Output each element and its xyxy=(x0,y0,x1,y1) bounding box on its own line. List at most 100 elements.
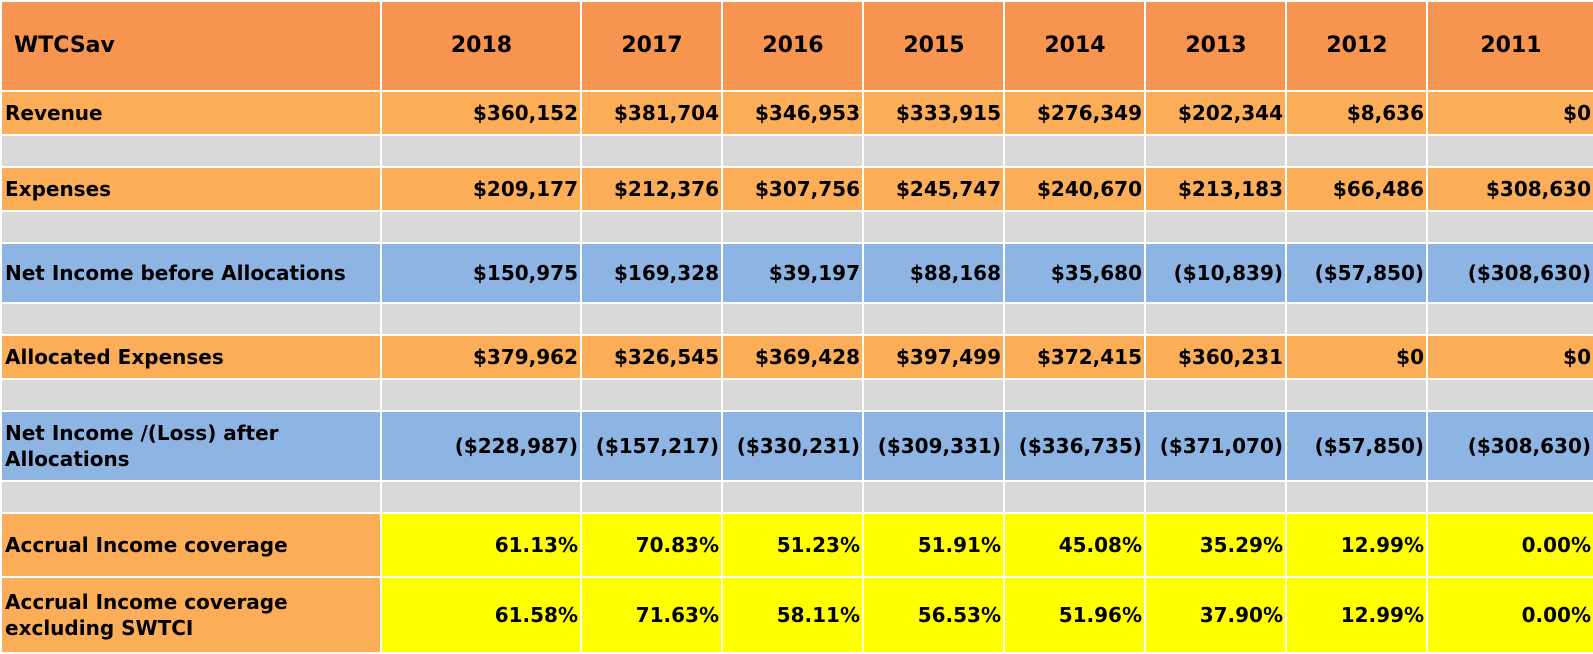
row-label: Accrual Income coverage xyxy=(0,512,382,578)
value-cell: $0 xyxy=(1285,334,1428,380)
spacer-cell xyxy=(1426,302,1593,336)
spacer-cell xyxy=(1285,378,1428,412)
value-cell: ($157,217) xyxy=(580,410,723,482)
spacer-cell xyxy=(0,210,382,244)
spacer-cell xyxy=(1003,134,1146,168)
value-cell: ($57,850) xyxy=(1285,410,1428,482)
row-label: Allocated Expenses xyxy=(0,334,382,380)
table-body: Revenue $360,152 $381,704 $346,953 $333,915 $… xyxy=(0,90,1593,654)
spacer-cell xyxy=(0,480,382,514)
header-row: WTCSav 2018 2017 2016 2015 2014 2013 201… xyxy=(0,0,1593,92)
value-cell: $372,415 xyxy=(1003,334,1146,380)
year-header: 2018 xyxy=(380,0,582,92)
spacer-cell xyxy=(0,134,382,168)
spacer-cell xyxy=(721,302,864,336)
value-cell: $308,630 xyxy=(1426,166,1593,212)
value-cell: $360,152 xyxy=(380,90,582,136)
value-cell: $0 xyxy=(1426,334,1593,380)
spacer-cell xyxy=(1144,302,1287,336)
value-cell: 12.99% xyxy=(1285,512,1428,578)
value-cell: $245,747 xyxy=(862,166,1005,212)
value-cell: $212,376 xyxy=(580,166,723,212)
spacer-cell xyxy=(1285,302,1428,336)
value-cell: $333,915 xyxy=(862,90,1005,136)
spacer-cell xyxy=(1003,210,1146,244)
value-cell: ($10,839) xyxy=(1144,242,1287,304)
value-cell: 71.63% xyxy=(580,576,723,654)
spacer-cell xyxy=(580,210,723,244)
value-cell: $169,328 xyxy=(580,242,723,304)
row-label: Revenue xyxy=(0,90,382,136)
spacer-cell xyxy=(721,134,864,168)
value-cell: 45.08% xyxy=(1003,512,1146,578)
year-header: 2014 xyxy=(1003,0,1146,92)
table-row: Expenses $209,177 $212,376 $307,756 $245,747… xyxy=(0,166,1593,212)
table-row: Allocated Expenses $379,962 $326,545 $369,4… xyxy=(0,334,1593,380)
value-cell: $202,344 xyxy=(1144,90,1287,136)
value-cell: 51.96% xyxy=(1003,576,1146,654)
year-header: 2016 xyxy=(721,0,864,92)
spacer-cell xyxy=(721,210,864,244)
value-cell: ($330,231) xyxy=(721,410,864,482)
value-cell: $360,231 xyxy=(1144,334,1287,380)
year-header: 2012 xyxy=(1285,0,1428,92)
value-cell: $66,486 xyxy=(1285,166,1428,212)
value-cell: 51.91% xyxy=(862,512,1005,578)
value-cell: $39,197 xyxy=(721,242,864,304)
spacer-cell xyxy=(1426,378,1593,412)
spacer-cell xyxy=(1144,134,1287,168)
spacer-cell xyxy=(380,210,582,244)
value-cell: $150,975 xyxy=(380,242,582,304)
value-cell: 70.83% xyxy=(580,512,723,578)
spacer-row xyxy=(0,302,1593,336)
value-cell: ($336,735) xyxy=(1003,410,1146,482)
value-cell: 0.00% xyxy=(1426,576,1593,654)
value-cell: ($371,070) xyxy=(1144,410,1287,482)
spacer-cell xyxy=(1426,480,1593,514)
year-header: 2013 xyxy=(1144,0,1287,92)
value-cell: $8,636 xyxy=(1285,90,1428,136)
spacer-cell xyxy=(862,210,1005,244)
spacer-row xyxy=(0,378,1593,412)
value-cell: $0 xyxy=(1426,90,1593,136)
spacer-cell xyxy=(862,302,1005,336)
table-row: Net Income /(Loss) after Allocations ($22… xyxy=(0,410,1593,482)
spacer-row xyxy=(0,480,1593,514)
spacer-cell xyxy=(1426,134,1593,168)
spacer-cell xyxy=(1003,480,1146,514)
spacer-cell xyxy=(580,480,723,514)
value-cell: $240,670 xyxy=(1003,166,1146,212)
spacer-cell xyxy=(580,134,723,168)
spacer-cell xyxy=(380,302,582,336)
value-cell: ($57,850) xyxy=(1285,242,1428,304)
spacer-cell xyxy=(1285,210,1428,244)
row-label: Accrual Income coverage excluding SWTCI xyxy=(0,576,382,654)
spacer-cell xyxy=(721,378,864,412)
value-cell: 56.53% xyxy=(862,576,1005,654)
value-cell: $276,349 xyxy=(1003,90,1146,136)
value-cell: $326,545 xyxy=(580,334,723,380)
spacer-cell xyxy=(1144,378,1287,412)
spacer-cell xyxy=(1144,480,1287,514)
value-cell: $379,962 xyxy=(380,334,582,380)
value-cell: 35.29% xyxy=(1144,512,1287,578)
value-cell: $369,428 xyxy=(721,334,864,380)
row-label: Net Income before Allocations xyxy=(0,242,382,304)
spacer-cell xyxy=(721,480,864,514)
year-header: 2015 xyxy=(862,0,1005,92)
row-label: Expenses xyxy=(0,166,382,212)
spacer-cell xyxy=(380,480,582,514)
value-cell: 12.99% xyxy=(1285,576,1428,654)
value-cell: $381,704 xyxy=(580,90,723,136)
value-cell: ($308,630) xyxy=(1426,242,1593,304)
value-cell: $346,953 xyxy=(721,90,864,136)
spacer-cell xyxy=(380,134,582,168)
spacer-row xyxy=(0,134,1593,168)
table-row: Accrual Income coverage excluding SWTCI 6… xyxy=(0,576,1593,654)
value-cell: $213,183 xyxy=(1144,166,1287,212)
value-cell: $209,177 xyxy=(380,166,582,212)
spacer-cell xyxy=(862,480,1005,514)
value-cell: ($308,630) xyxy=(1426,410,1593,482)
value-cell: 51.23% xyxy=(721,512,864,578)
